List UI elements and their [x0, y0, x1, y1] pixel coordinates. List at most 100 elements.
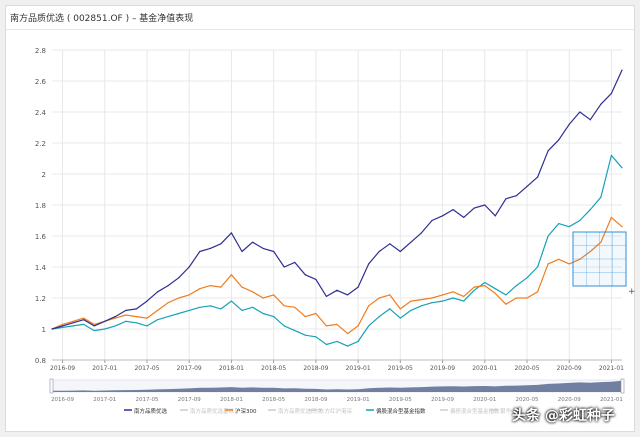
- data-point: [431, 219, 433, 222]
- data-point: [494, 292, 496, 294]
- chart-panel: [5, 5, 635, 432]
- data-point: [473, 207, 475, 209]
- y-tick-label: 2.2: [35, 140, 46, 148]
- data-point: [209, 285, 211, 287]
- data-point: [368, 325, 370, 327]
- data-point: [399, 317, 401, 319]
- data-point: [515, 195, 518, 197]
- data-point: [600, 241, 602, 243]
- series-lines: [51, 69, 623, 347]
- data-point: [114, 317, 116, 319]
- data-point: [51, 328, 53, 330]
- data-point: [357, 286, 359, 288]
- data-point: [167, 285, 169, 287]
- range-navigator[interactable]: 2016-09 2017-01 2017-05 2017-09 2018-01 2018-…: [49, 378, 625, 403]
- data-point: [83, 317, 85, 319]
- navigator-tick-label: 2016-09: [51, 397, 74, 403]
- navigator-handle-left[interactable]: [49, 378, 54, 394]
- data-point: [368, 263, 370, 265]
- data-point: [93, 325, 95, 327]
- zoom-selection-box[interactable]: [572, 231, 627, 287]
- data-point: [336, 340, 338, 342]
- data-point: [441, 294, 444, 296]
- data-point: [589, 119, 591, 121]
- data-point: [431, 302, 433, 304]
- series-line-偏股混合型基金指数: [51, 154, 623, 347]
- data-point: [463, 216, 465, 218]
- navigator-tick-label: 2019-01: [347, 397, 370, 403]
- legend-item[interactable]: 偏债混合型基金指数: [450, 407, 500, 415]
- data-point: [199, 288, 201, 290]
- data-point: [262, 312, 264, 315]
- navigator-tick-label: 2017-01: [93, 397, 116, 403]
- data-point: [230, 274, 233, 276]
- x-tick-label: 2018-01: [219, 365, 244, 372]
- data-point: [220, 308, 222, 310]
- data-point: [346, 333, 349, 335]
- x-tick-label: 2019-09: [430, 365, 455, 372]
- data-point: [178, 277, 180, 279]
- expand-arrow-icon[interactable]: +: [628, 287, 636, 297]
- navigator-tick-label: 2019-09: [431, 397, 454, 403]
- data-point: [536, 266, 539, 268]
- data-point: [325, 295, 328, 298]
- data-point: [610, 154, 613, 156]
- data-point: [114, 325, 116, 327]
- data-point: [135, 308, 138, 310]
- data-point: [304, 274, 306, 276]
- data-point: [156, 309, 159, 311]
- navigator-tick-label: 2017-09: [178, 397, 201, 403]
- data-point: [600, 103, 602, 105]
- legend-item[interactable]: 沪深300: [235, 407, 257, 415]
- data-point: [568, 123, 570, 125]
- data-point: [389, 308, 391, 310]
- x-tick-label: 2020-01: [472, 365, 497, 372]
- data-point: [273, 250, 275, 253]
- data-point: [72, 322, 74, 324]
- data-point: [621, 226, 623, 228]
- legend-item[interactable]: 银华中证: [500, 407, 523, 415]
- data-point: [262, 297, 264, 299]
- y-axis: 0.8 1 1.2 1.4 1.6 1.8 2 2.2 2.4 2.6 2.8: [35, 47, 47, 365]
- data-point: [104, 328, 106, 330]
- legend-item[interactable]: 南方品质优选同类: [278, 407, 323, 415]
- data-point: [589, 209, 591, 211]
- watermark: 头条 @彩虹种子: [512, 408, 615, 424]
- y-tick-label: 1.4: [35, 264, 47, 272]
- data-point: [135, 316, 138, 318]
- data-point: [621, 69, 623, 71]
- navigator-handle-right[interactable]: [620, 378, 625, 394]
- data-point: [262, 247, 264, 249]
- data-point: [241, 250, 243, 253]
- legend-item[interactable]: 南方品质优选基准: [190, 407, 235, 415]
- data-point: [83, 319, 85, 321]
- data-point: [357, 340, 359, 342]
- x-axis: 2016-09 2017-01 2017-05 2017-09 2018-01 2018-…: [50, 359, 624, 372]
- navigator-tick-label: 2018-09: [304, 397, 327, 403]
- legend-item[interactable]: 偏股混合型基金指数: [376, 407, 426, 415]
- data-point: [125, 314, 127, 316]
- data-point: [505, 294, 507, 296]
- data-point: [368, 305, 370, 307]
- navigator-area: [52, 380, 622, 392]
- data-point: [135, 322, 138, 324]
- data-point: [357, 325, 359, 327]
- y-tick-label: 2.8: [35, 47, 46, 55]
- data-point: [188, 309, 190, 311]
- data-point: [251, 306, 254, 308]
- data-point: [505, 198, 507, 200]
- data-point: [114, 316, 116, 318]
- data-point: [420, 305, 423, 307]
- data-point: [188, 294, 190, 296]
- navigator-tick-label: 2018-01: [220, 397, 243, 403]
- navigator-tick-label: 2017-05: [136, 397, 159, 403]
- data-point: [494, 288, 496, 290]
- data-point: [251, 291, 254, 293]
- data-point: [378, 316, 380, 318]
- data-point: [463, 300, 465, 302]
- y-tick-label: 1.6: [35, 233, 47, 241]
- legend-item[interactable]: 南方品质优选: [134, 407, 168, 415]
- legend-item[interactable]: 东方红沪港深: [319, 407, 353, 415]
- data-point: [526, 185, 528, 187]
- data-point: [558, 223, 560, 225]
